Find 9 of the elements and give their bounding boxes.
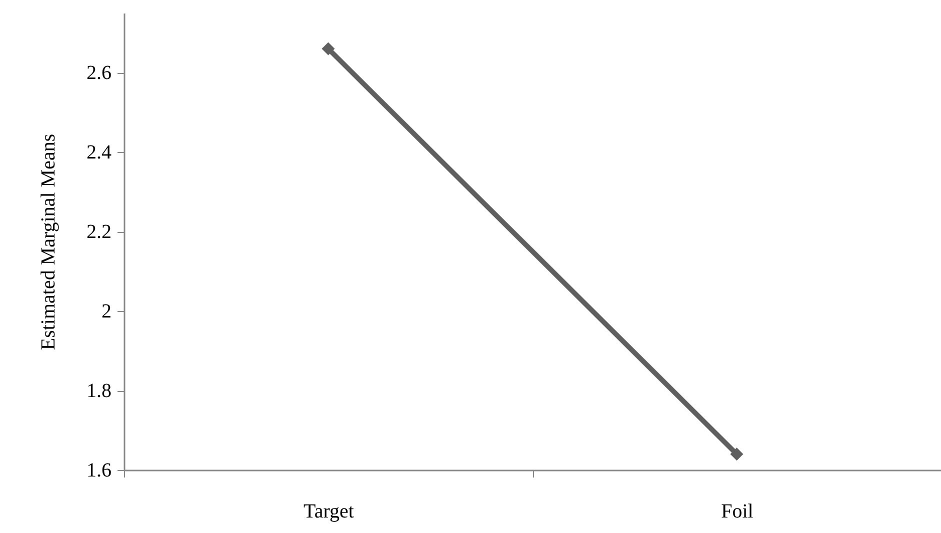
y-tick-label: 2.6 bbox=[86, 62, 112, 84]
y-tick-label: 2.2 bbox=[86, 221, 112, 244]
y-axis-title: Estimated Marginal Means bbox=[38, 134, 60, 350]
x-tick-label: Foil bbox=[721, 500, 754, 522]
y-tick-label: 1.8 bbox=[86, 380, 112, 402]
y-tick-label: 2.4 bbox=[86, 142, 112, 164]
y-tick-label: 1.6 bbox=[86, 460, 112, 482]
y-tick-label: 2 bbox=[102, 300, 112, 323]
x-tick-label: Target bbox=[304, 500, 354, 522]
